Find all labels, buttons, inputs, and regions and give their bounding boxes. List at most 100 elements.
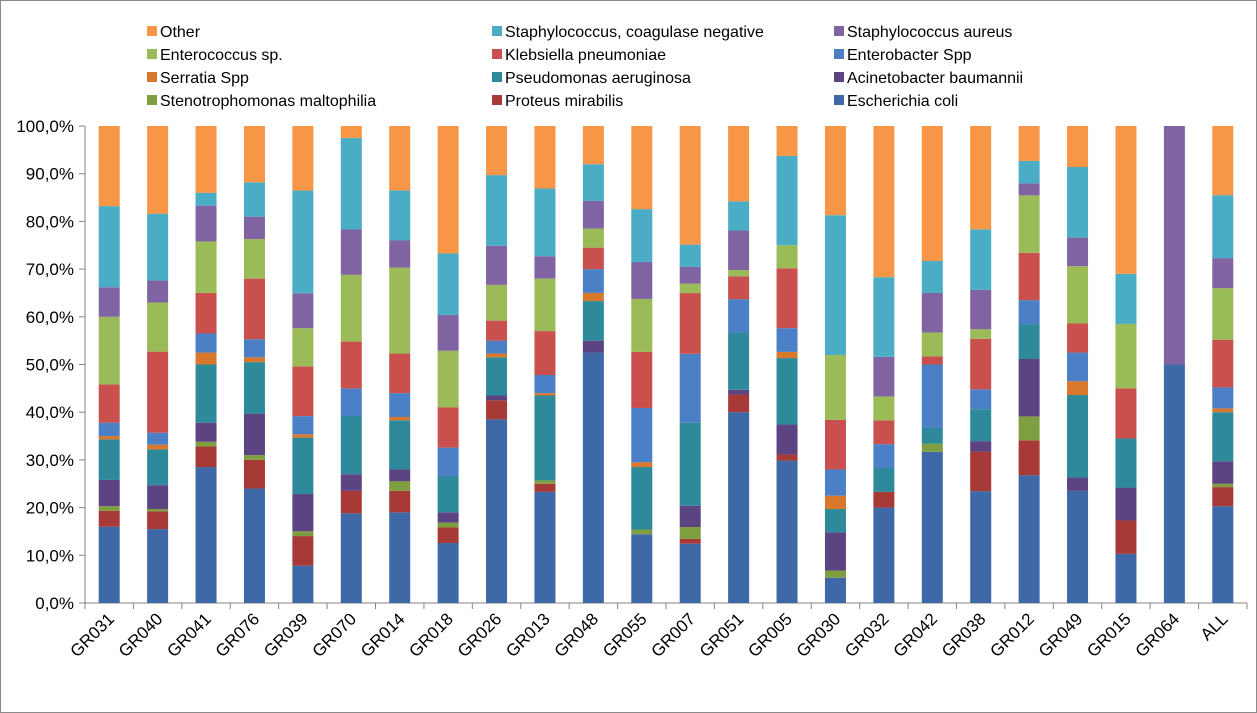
bar-segment-serratia-spp (534, 393, 556, 396)
bar-segment-acinetobacter-baumannii (582, 340, 604, 353)
bar-segment-other (1018, 126, 1040, 161)
bar-segment-other (292, 126, 314, 191)
bar-segment-acinetobacter-baumannii (486, 395, 508, 401)
bar-segment-pseudomonas-aeruginosa (389, 420, 411, 470)
bar-segment-staphylococcus-coagulase-negative (437, 253, 459, 315)
bar-segment-stenotrophomonas-maltophilia (534, 480, 556, 484)
legend-label: Staphylococcus, coagulase negative (505, 24, 764, 41)
bar-segment-enterobacter-spp (292, 416, 314, 435)
bar-segment-escherichia-coli (147, 529, 169, 603)
bar-segment-staphylococcus-aureus (631, 261, 653, 299)
bar-stack-gr049 (1067, 126, 1089, 603)
x-tick-label: GR038 (938, 609, 990, 661)
bar-segment-staphylococcus-coagulase-negative (1067, 167, 1089, 238)
bar-segment-stenotrophomonas-maltophilia (195, 441, 217, 447)
bar-segment-escherichia-coli (340, 513, 362, 603)
y-tick-label: 60,0% (26, 308, 74, 327)
bar-segment-klebsiella-pneumoniae (921, 356, 943, 365)
bar-stack-gr014 (389, 126, 411, 603)
y-tick-label: 90,0% (26, 165, 74, 184)
bar-segment-enterococcus-sp (873, 396, 895, 421)
bar-segment-enterococcus-sp (824, 354, 846, 420)
bar-segment-enterococcus-sp (582, 228, 604, 248)
bar-segment-escherichia-coli (195, 467, 217, 603)
bar-segment-staphylococcus-coagulase-negative (243, 182, 265, 217)
bar-segment-pseudomonas-aeruginosa (243, 362, 265, 414)
bar-segment-klebsiella-pneumoniae (1018, 252, 1040, 301)
bar-segment-escherichia-coli (873, 507, 895, 603)
bar-segment-pseudomonas-aeruginosa (292, 437, 314, 495)
bar-stack-gr031 (98, 126, 120, 603)
legend-label: Pseudomonas aeruginosa (505, 70, 691, 87)
bar-segment-other (824, 126, 846, 216)
bar-segment-klebsiella-pneumoniae (873, 420, 895, 445)
bar-segment-escherichia-coli (776, 460, 798, 603)
bar-segment-acinetobacter-baumannii (98, 479, 120, 507)
bar-segment-klebsiella-pneumoniae (195, 292, 217, 334)
bar-segment-proteus-mirabilis (292, 536, 314, 566)
bar-segment-staphylococcus-aureus (1067, 237, 1089, 267)
legend-swatch (147, 95, 157, 105)
bar-segment-enterobacter-spp (631, 407, 653, 463)
bar-segment-klebsiella-pneumoniae (824, 419, 846, 470)
bar-segment-pseudomonas-aeruginosa (195, 364, 217, 423)
bar-segment-enterococcus-sp (921, 332, 943, 357)
bar-segment-staphylococcus-coagulase-negative (776, 155, 798, 246)
bar-segment-staphylococcus-aureus (1018, 183, 1040, 196)
x-tick-label: ALL (1197, 609, 1232, 644)
bar-stack-gr039 (292, 126, 314, 603)
bar-stack-gr070 (340, 126, 362, 603)
x-tick-label: GR051 (696, 609, 748, 661)
bar-segment-staphylococcus-coagulase-negative (195, 192, 217, 206)
bar-segment-enterobacter-spp (970, 389, 992, 410)
bar-stack-gr064 (1163, 126, 1185, 603)
bar-segment-staphylococcus-aureus (970, 289, 992, 330)
bar-segment-stenotrophomonas-maltophilia (631, 529, 653, 535)
bar-segment-other (1067, 126, 1089, 168)
bar-segment-enterobacter-spp (873, 444, 895, 469)
bar-segment-klebsiella-pneumoniae (389, 353, 411, 394)
bar-segment-klebsiella-pneumoniae (534, 331, 556, 375)
bar-segment-enterobacter-spp (340, 388, 362, 417)
bar-segment-escherichia-coli (243, 488, 265, 603)
x-tick-label: GR007 (648, 609, 700, 661)
bar-segment-escherichia-coli (1212, 506, 1234, 603)
bar-segment-staphylococcus-coagulase-negative (486, 175, 508, 246)
bar-segment-staphylococcus-coagulase-negative (389, 190, 411, 241)
bar-segment-stenotrophomonas-maltophilia (243, 455, 265, 460)
bar-segment-stenotrophomonas-maltophilia (921, 443, 943, 452)
bar-segment-staphylococcus-coagulase-negative (679, 244, 701, 267)
bar-segment-other (1115, 126, 1137, 274)
legend-swatch (834, 49, 844, 59)
x-tick-label: GR013 (502, 609, 554, 661)
bar-segment-escherichia-coli (824, 577, 846, 603)
legend-label: Staphylococcus aureus (847, 24, 1012, 41)
bar-stack-gr007 (679, 126, 701, 603)
bar-segment-other (147, 126, 169, 214)
bar-segment-enterococcus-sp (728, 270, 750, 277)
bar-segment-escherichia-coli (292, 565, 314, 603)
bar-segment-klebsiella-pneumoniae (582, 247, 604, 270)
bar-segment-staphylococcus-coagulase-negative (631, 209, 653, 262)
legend-swatch (492, 49, 502, 59)
bar-segment-enterococcus-sp (147, 302, 169, 352)
bar-segment-enterobacter-spp (1067, 352, 1089, 382)
y-tick-label: 50,0% (26, 356, 74, 375)
bar-segment-staphylococcus-aureus (98, 287, 120, 317)
bar-stack-gr042 (921, 126, 943, 603)
bar-segment-staphylococcus-aureus (340, 229, 362, 275)
bar-segment-pseudomonas-aeruginosa (98, 439, 120, 480)
bar-segment-staphylococcus-aureus (873, 356, 895, 397)
bar-segment-enterobacter-spp (679, 353, 701, 423)
bar-segment-staphylococcus-aureus (195, 205, 217, 242)
bar-segment-other (340, 126, 362, 138)
legend-swatch (492, 72, 502, 82)
legend-label: Acinetobacter baumannii (847, 70, 1023, 87)
bar-segment-other (873, 126, 895, 278)
bar-segment-other (195, 126, 217, 193)
x-tick-label: GR076 (212, 609, 264, 661)
bar-segment-pseudomonas-aeruginosa (970, 409, 992, 442)
bar-segment-enterobacter-spp (1018, 300, 1040, 325)
bar-segment-other (1212, 126, 1234, 196)
bar-segment-acinetobacter-baumannii (1018, 358, 1040, 417)
